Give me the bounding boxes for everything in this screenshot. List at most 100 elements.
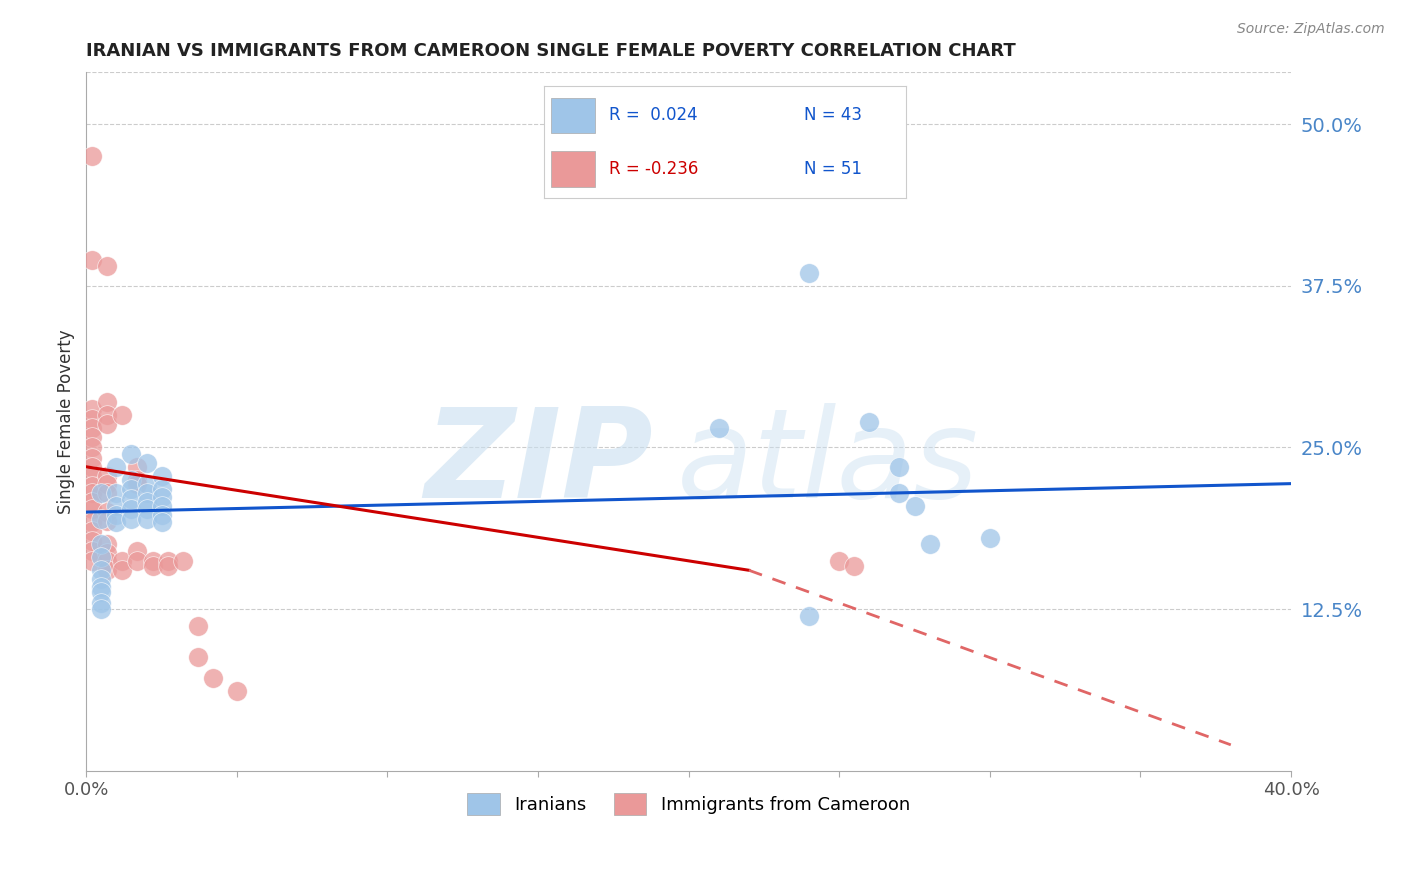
Point (828, 554, 851, 568)
Point (90, 537, 112, 551)
Point (82, 468, 104, 483)
Point (105, 499, 128, 513)
Point (82, 441, 104, 455)
Point (121, 492, 143, 507)
Point (127, 554, 149, 568)
Point (96, 260, 118, 274)
Point (105, 459, 128, 474)
Point (90, 511, 112, 525)
Point (127, 459, 149, 474)
Point (156, 554, 179, 568)
Point (90, 602, 112, 616)
Point (903, 499, 925, 513)
Point (979, 531, 1001, 545)
Point (150, 468, 173, 483)
Point (150, 499, 173, 513)
Point (187, 619, 209, 633)
Point (738, 175, 761, 189)
Point (105, 485, 128, 500)
Point (135, 502, 157, 516)
Text: ZIP: ZIP (423, 403, 652, 524)
Point (90, 550, 112, 565)
Point (82, 516, 104, 530)
Point (127, 476, 149, 491)
Point (82, 502, 104, 516)
Point (82, 554, 104, 568)
Point (96, 554, 118, 568)
Point (858, 415, 880, 429)
Point (225, 683, 247, 698)
Point (844, 559, 866, 574)
Point (82, 149, 104, 163)
Point (96, 514, 118, 528)
Point (135, 511, 157, 525)
Point (889, 485, 911, 500)
Point (127, 473, 149, 487)
Point (121, 511, 143, 525)
Point (82, 544, 104, 558)
Legend: Iranians, Immigrants from Cameroon: Iranians, Immigrants from Cameroon (458, 784, 920, 824)
Point (82, 485, 104, 500)
Point (135, 494, 157, 508)
Point (797, 266, 820, 280)
Point (150, 490, 173, 504)
Point (105, 516, 128, 530)
Point (96, 485, 118, 500)
Point (82, 494, 104, 508)
Point (797, 608, 820, 623)
Point (121, 473, 143, 487)
Point (135, 456, 157, 470)
Point (707, 421, 730, 435)
Point (90, 485, 112, 500)
Point (121, 447, 143, 461)
Point (105, 508, 128, 522)
Point (96, 408, 118, 422)
Point (90, 572, 112, 586)
Point (96, 468, 118, 483)
Point (96, 395, 118, 409)
Point (96, 476, 118, 491)
Text: IRANIAN VS IMMIGRANTS FROM CAMEROON SINGLE FEMALE POVERTY CORRELATION CHART: IRANIAN VS IMMIGRANTS FROM CAMEROON SING… (86, 42, 1017, 60)
Point (82, 412, 104, 426)
Point (82, 479, 104, 493)
Point (135, 476, 157, 491)
Point (96, 563, 118, 577)
Point (111, 408, 134, 422)
Point (82, 430, 104, 444)
Point (82, 450, 104, 465)
Point (90, 563, 112, 577)
Point (82, 533, 104, 548)
Point (82, 459, 104, 474)
Point (96, 546, 118, 560)
Point (142, 554, 165, 568)
Point (127, 544, 149, 558)
Point (90, 585, 112, 599)
Point (82, 401, 104, 416)
Point (82, 421, 104, 435)
Text: Source: ZipAtlas.com: Source: ZipAtlas.com (1237, 22, 1385, 37)
Point (96, 417, 118, 431)
Point (187, 649, 209, 664)
Point (172, 554, 194, 568)
Point (82, 524, 104, 539)
Point (90, 580, 112, 594)
Point (142, 559, 165, 574)
Point (121, 502, 143, 516)
Point (96, 505, 118, 519)
Point (150, 516, 173, 530)
Point (111, 563, 134, 577)
Point (111, 554, 134, 568)
Y-axis label: Single Female Poverty: Single Female Poverty (58, 329, 75, 514)
Point (150, 508, 173, 522)
Point (121, 482, 143, 496)
Point (90, 596, 112, 610)
Point (96, 537, 118, 551)
Point (135, 485, 157, 500)
Point (150, 482, 173, 496)
Point (889, 459, 911, 474)
Point (82, 252, 104, 267)
Point (201, 671, 224, 685)
Point (918, 537, 941, 551)
Text: atlas: atlas (676, 403, 979, 524)
Point (156, 559, 179, 574)
